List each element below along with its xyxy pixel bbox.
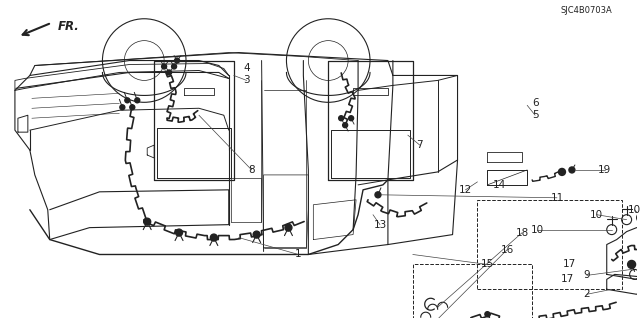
Circle shape xyxy=(135,98,140,103)
Text: 13: 13 xyxy=(373,220,387,230)
Circle shape xyxy=(485,312,490,317)
Circle shape xyxy=(175,229,182,236)
Text: 2: 2 xyxy=(584,289,590,299)
Circle shape xyxy=(172,64,177,69)
Circle shape xyxy=(211,234,218,241)
Circle shape xyxy=(375,192,381,198)
Text: FR.: FR. xyxy=(58,20,79,33)
Text: 18: 18 xyxy=(516,228,529,238)
Text: 9: 9 xyxy=(584,271,590,280)
Circle shape xyxy=(166,70,172,75)
Text: 12: 12 xyxy=(459,185,472,195)
Text: 19: 19 xyxy=(598,165,611,175)
Text: 15: 15 xyxy=(481,259,494,270)
Circle shape xyxy=(628,260,636,268)
Text: 10: 10 xyxy=(628,205,640,215)
Text: 17: 17 xyxy=(563,259,575,270)
Circle shape xyxy=(144,218,150,225)
Circle shape xyxy=(130,105,135,110)
Circle shape xyxy=(342,123,348,128)
Text: 7: 7 xyxy=(417,140,423,150)
Text: 11: 11 xyxy=(550,193,564,203)
Text: 4: 4 xyxy=(243,63,250,73)
Text: SJC4B0703A: SJC4B0703A xyxy=(561,6,612,15)
Circle shape xyxy=(285,224,292,231)
Text: 1: 1 xyxy=(295,249,301,259)
Circle shape xyxy=(349,116,353,121)
Circle shape xyxy=(339,116,344,121)
Circle shape xyxy=(569,167,575,173)
Text: 16: 16 xyxy=(500,245,514,255)
Text: 14: 14 xyxy=(493,180,506,190)
Circle shape xyxy=(175,58,180,63)
Circle shape xyxy=(120,105,125,110)
Circle shape xyxy=(253,231,260,238)
Circle shape xyxy=(559,168,566,175)
Text: 3: 3 xyxy=(243,75,250,85)
Text: 8: 8 xyxy=(248,165,255,175)
Text: 5: 5 xyxy=(532,110,538,120)
Circle shape xyxy=(162,64,166,69)
Text: 10: 10 xyxy=(531,225,543,234)
Bar xyxy=(477,200,621,289)
Bar xyxy=(413,264,532,319)
Circle shape xyxy=(125,98,130,103)
Text: 6: 6 xyxy=(532,98,538,108)
Text: 10: 10 xyxy=(590,210,604,220)
Text: 17: 17 xyxy=(561,274,573,284)
